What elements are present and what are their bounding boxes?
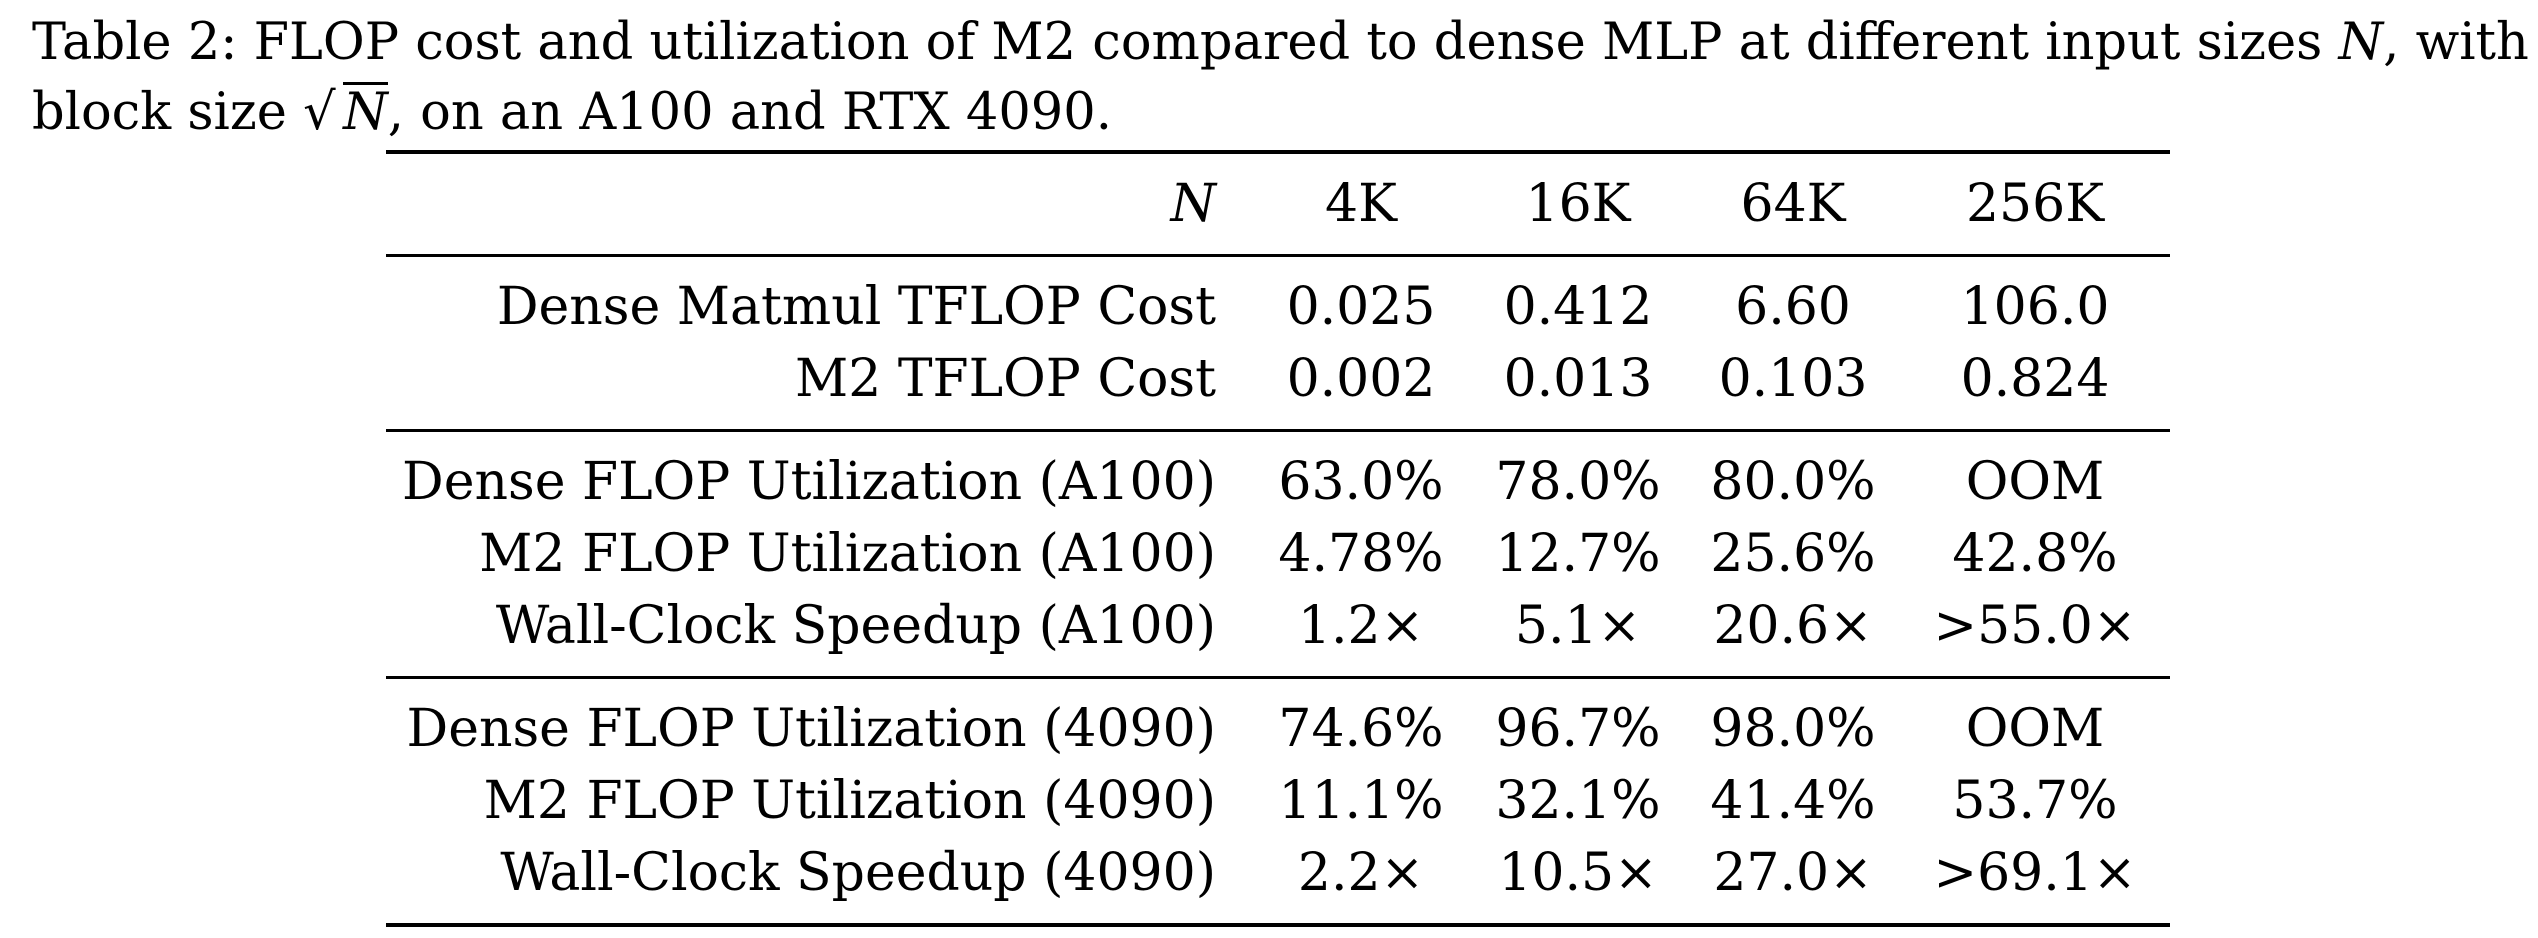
caption-line-2: block size √ N, on an A100 and RTX 4090. [32, 78, 2532, 148]
radicand: N [343, 82, 388, 142]
table-row: Dense Matmul TFLOP Cost 0.025 0.412 6.60… [386, 256, 2170, 344]
caption-var-n: N [2338, 13, 2384, 72]
table-caption: Table 2: FLOP cost and utilization of M2… [32, 8, 2532, 148]
caption-mid-text: , with [2383, 13, 2529, 72]
row-label: Dense FLOP Utilization (4090) [406, 699, 1216, 759]
row-label: M2 TFLOP Cost [386, 343, 1252, 432]
cell-value: 1.2× [1252, 590, 1470, 679]
cell-value: 20.6× [1686, 590, 1900, 679]
caption-lead-text: Table 2: FLOP cost and utilization of M2… [32, 13, 2339, 72]
table-row: Wall-Clock Speedup (A100) 1.2× 5.1× 20.6… [386, 590, 2170, 679]
cell-value: 0.025 [1286, 277, 1436, 337]
table-row: Wall-Clock Speedup (4090) 2.2× 10.5× 27.… [386, 837, 2170, 927]
cell-value: 25.6% [1710, 524, 1876, 584]
cell-value: 41.4% [1710, 771, 1876, 831]
cell-value: 0.103 [1686, 343, 1900, 432]
table-row: M2 FLOP Utilization (4090) 11.1% 32.1% 4… [386, 765, 2170, 837]
cell-value: 10.5× [1470, 837, 1686, 927]
cell-value: 80.0% [1710, 452, 1876, 512]
cell-value: >69.1× [1900, 837, 2170, 927]
cell-value: OOM [1965, 452, 2105, 512]
cell-value: 6.60 [1735, 277, 1851, 337]
cell-value: 74.6% [1278, 699, 1444, 759]
cell-value: 78.0% [1495, 452, 1661, 512]
header-n-label: N [386, 150, 1252, 257]
row-label: Dense Matmul TFLOP Cost [496, 277, 1216, 337]
cell-value: 106.0 [1960, 277, 2110, 337]
cell-value: 27.0× [1686, 837, 1900, 927]
row-label: Wall-Clock Speedup (4090) [386, 837, 1252, 927]
cell-value: >55.0× [1900, 590, 2170, 679]
cell-value: 2.2× [1252, 837, 1470, 927]
header-row: N 4K 16K 64K 256K [386, 150, 2170, 257]
caption-line2-end: , on an A100 and RTX 4090. [387, 83, 1112, 142]
cell-value: OOM [1965, 699, 2105, 759]
cell-value: 98.0% [1710, 699, 1876, 759]
row-label: Dense FLOP Utilization (A100) [402, 452, 1216, 512]
cell-value: 53.7% [1952, 771, 2118, 831]
cell-value: 32.1% [1495, 771, 1661, 831]
caption-line2-start: block size [32, 83, 304, 142]
caption-line-1: Table 2: FLOP cost and utilization of M2… [32, 8, 2532, 78]
cell-value: 63.0% [1278, 452, 1444, 512]
cell-value: 0.013 [1470, 343, 1686, 432]
table-row: Dense FLOP Utilization (4090) 74.6% 96.7… [386, 678, 2170, 766]
cell-value: 0.824 [1900, 343, 2170, 432]
cell-value: 0.002 [1252, 343, 1470, 432]
table-row: M2 FLOP Utilization (A100) 4.78% 12.7% 2… [386, 518, 2170, 590]
table-row: Dense FLOP Utilization (A100) 63.0% 78.0… [386, 431, 2170, 519]
cell-value: 4.78% [1278, 524, 1444, 584]
cell-value: 5.1× [1470, 590, 1686, 679]
table-row: M2 TFLOP Cost 0.002 0.013 0.103 0.824 [386, 343, 2170, 432]
header-col-64k: 64K [1686, 150, 1900, 257]
results-table-container: N 4K 16K 64K 256K Dense Matmul TFLOP Cos… [386, 150, 2170, 927]
cell-value: 96.7% [1495, 699, 1661, 759]
cell-value: 42.8% [1952, 524, 2118, 584]
radical-symbol: √ [303, 83, 336, 142]
cell-value: 0.412 [1503, 277, 1653, 337]
row-label: M2 FLOP Utilization (4090) [483, 771, 1216, 831]
results-table: N 4K 16K 64K 256K Dense Matmul TFLOP Cos… [386, 150, 2170, 927]
header-col-4k: 4K [1252, 150, 1470, 257]
row-label: M2 FLOP Utilization (A100) [479, 524, 1216, 584]
cell-value: 11.1% [1278, 771, 1444, 831]
cell-value: 12.7% [1495, 524, 1661, 584]
header-col-256k: 256K [1900, 150, 2170, 257]
sqrt-n-expression: √ N [303, 78, 388, 148]
row-label: Wall-Clock Speedup (A100) [386, 590, 1252, 679]
header-col-16k: 16K [1470, 150, 1686, 257]
